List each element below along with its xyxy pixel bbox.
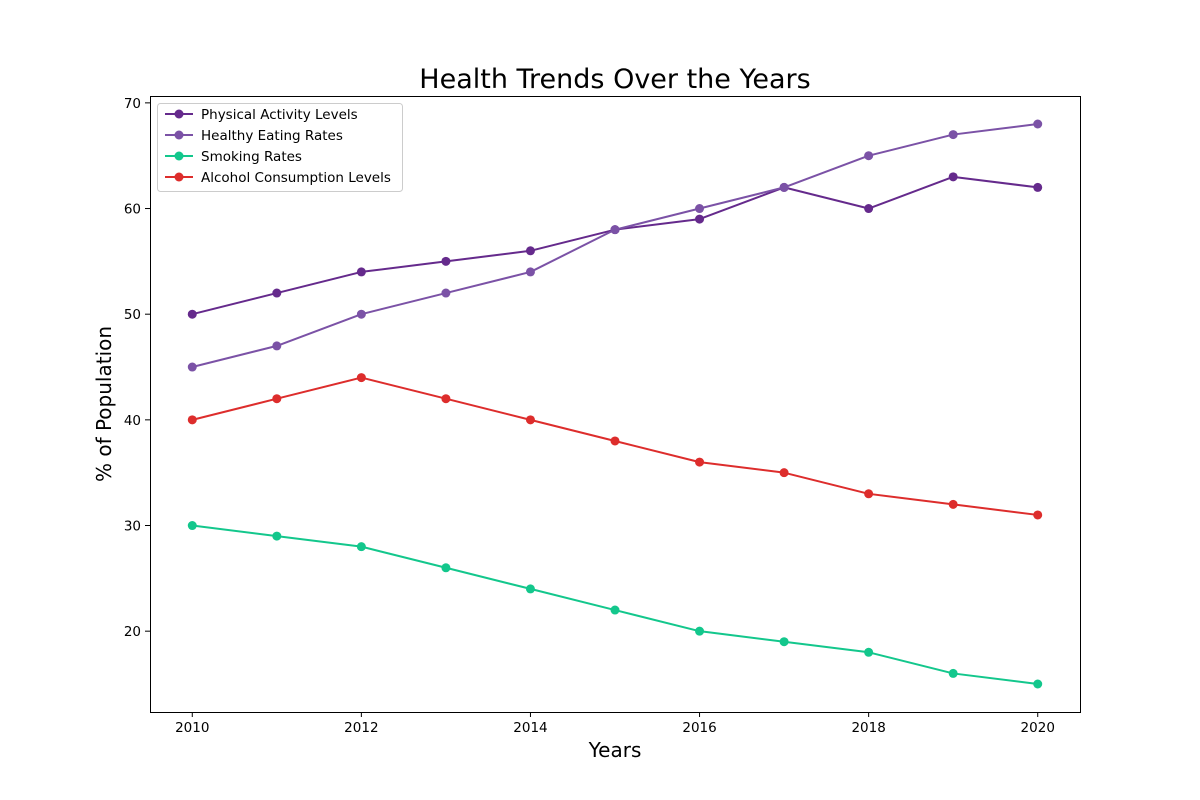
data-point: [1033, 679, 1043, 689]
data-point: [441, 256, 451, 266]
data-point: [948, 499, 958, 509]
y-tick-label: 70: [124, 96, 141, 112]
legend-frame: [157, 103, 403, 192]
data-point: [779, 637, 789, 647]
y-tick-label: 40: [124, 413, 141, 429]
legend-label: Healthy Eating Rates: [201, 128, 343, 144]
data-point: [695, 214, 705, 224]
legend-label: Alcohol Consumption Levels: [201, 170, 391, 186]
data-point: [187, 309, 197, 319]
data-point: [779, 468, 789, 478]
series-physical-activity-levels: [187, 172, 1043, 319]
data-point: [525, 584, 535, 594]
data-point: [187, 362, 197, 372]
data-point: [864, 204, 874, 214]
data-point: [695, 457, 705, 467]
data-point: [948, 172, 958, 182]
series-line-physical-activity-levels: [192, 175, 1038, 316]
data-point: [610, 605, 620, 615]
series-healthy-eating-rates: [187, 119, 1043, 372]
series-line-alcohol-consumption-levels: [192, 376, 1038, 516]
data-point: [948, 130, 958, 140]
legend: Physical Activity Levels Healthy Eating R…: [157, 103, 403, 192]
data-point: [356, 267, 366, 277]
legend-swatch-marker: [174, 130, 184, 140]
data-point: [441, 288, 451, 298]
data-point: [356, 542, 366, 552]
legend-swatch-marker: [174, 151, 184, 161]
data-point: [695, 204, 705, 214]
y-tick-label: 20: [124, 624, 141, 640]
plot-frame: [150, 96, 1081, 713]
data-point: [610, 436, 620, 446]
y-axis-label: % of Population: [92, 326, 116, 482]
data-point: [1033, 182, 1043, 192]
data-point: [356, 309, 366, 319]
x-axis-label: Years: [588, 738, 642, 762]
data-point: [525, 246, 535, 256]
data-point: [441, 563, 451, 573]
data-point: [525, 415, 535, 425]
x-tick-label: 2012: [344, 720, 378, 736]
data-point: [187, 521, 197, 531]
data-point: [272, 341, 282, 351]
x-tick-label: 2010: [175, 720, 209, 736]
x-tick-label: 2014: [513, 720, 547, 736]
y-tick-label: 30: [124, 519, 141, 535]
x-axis: 2010 2012 2014 2016 2018 2020: [175, 712, 1055, 736]
data-point: [356, 373, 366, 383]
data-point: [441, 394, 451, 404]
legend-swatch-marker: [174, 109, 184, 119]
legend-label: Smoking Rates: [201, 149, 302, 165]
data-point: [610, 225, 620, 235]
legend-swatch-marker: [174, 172, 184, 182]
y-tick-label: 60: [124, 202, 141, 218]
x-tick-label: 2018: [851, 720, 885, 736]
data-point: [948, 668, 958, 678]
data-point: [272, 531, 282, 541]
data-point: [864, 151, 874, 161]
y-axis: 20 30 40 50 60 70: [124, 96, 150, 640]
series-smoking-rates: [187, 521, 1043, 689]
plot-area: [187, 119, 1043, 689]
data-point: [525, 267, 535, 277]
data-point: [187, 415, 197, 425]
x-tick-label: 2016: [682, 720, 716, 736]
data-point: [272, 394, 282, 404]
data-point: [1033, 119, 1043, 129]
data-point: [272, 288, 282, 298]
data-point: [864, 647, 874, 657]
chart-title: Health Trends Over the Years: [419, 64, 810, 95]
x-tick-label: 2020: [1021, 720, 1055, 736]
data-point: [1033, 510, 1043, 520]
legend-label: Physical Activity Levels: [201, 107, 358, 123]
series-alcohol-consumption-levels: [187, 373, 1043, 520]
data-point: [695, 626, 705, 636]
y-tick-label: 50: [124, 307, 141, 323]
data-point: [864, 489, 874, 499]
series-line-smoking-rates: [192, 524, 1038, 685]
data-point: [779, 182, 789, 192]
